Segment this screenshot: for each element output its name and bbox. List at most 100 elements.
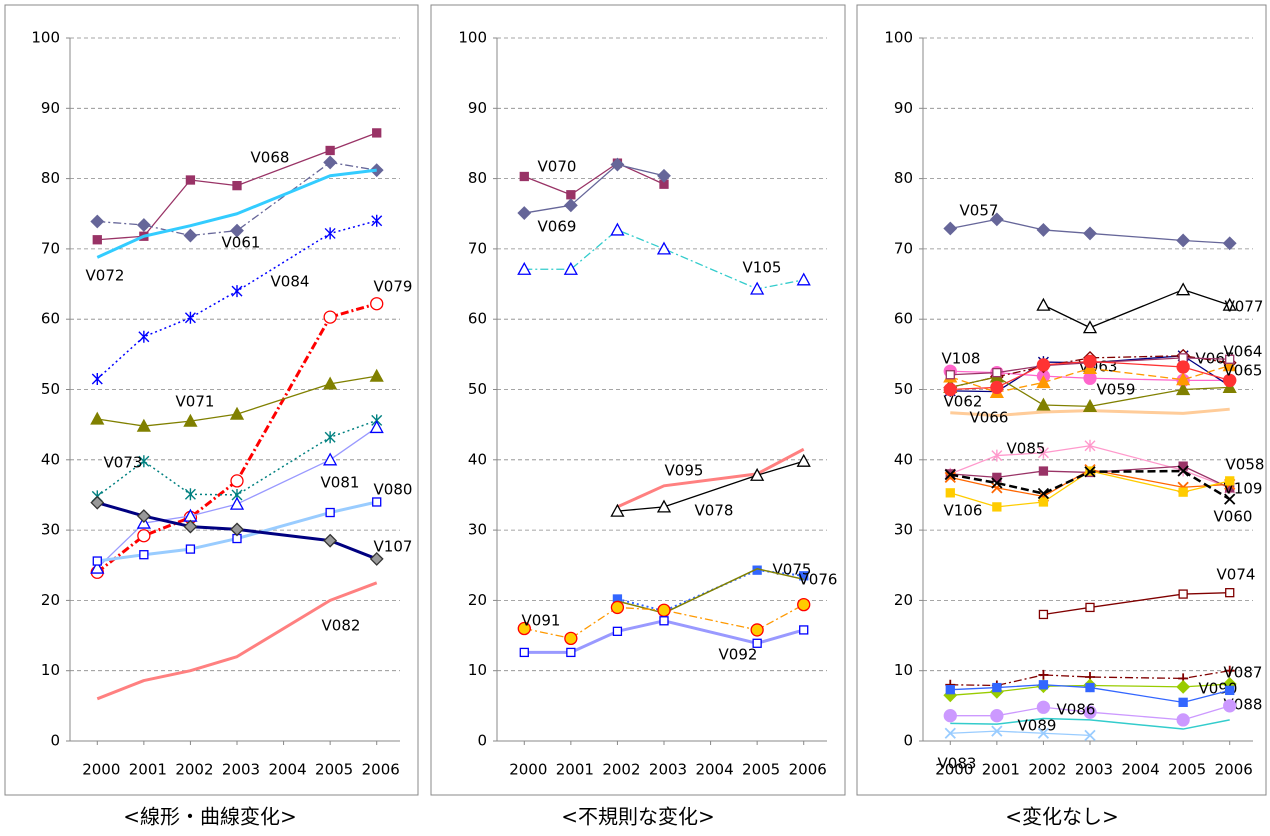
- y-tick-label: 20: [468, 591, 487, 609]
- marker: [944, 468, 956, 481]
- marker: [1228, 407, 1232, 411]
- y-tick-label: 90: [41, 99, 60, 117]
- marker: [1222, 358, 1237, 372]
- x-tick-label: 2003: [1075, 761, 1113, 779]
- marker: [662, 484, 666, 488]
- marker: [755, 567, 759, 571]
- marker: [139, 550, 149, 560]
- marker: [564, 631, 578, 646]
- y-tick-label: 30: [41, 521, 60, 539]
- series-line: [96, 426, 378, 569]
- marker: [992, 472, 1002, 483]
- series-label: V065: [1224, 362, 1263, 380]
- marker: [230, 474, 244, 488]
- panel-title: <不規則な変化>: [561, 805, 715, 829]
- marker: [323, 533, 338, 548]
- marker: [325, 507, 335, 518]
- series-label: V108: [942, 350, 981, 368]
- panel-frame: [856, 4, 1267, 796]
- marker: [752, 638, 762, 648]
- marker: [948, 411, 952, 415]
- series-label: V079: [374, 278, 413, 296]
- marker: [372, 497, 382, 507]
- series-line: [96, 501, 378, 561]
- series-line: [950, 684, 1230, 703]
- marker: [1222, 297, 1237, 311]
- series-line: [950, 218, 1230, 244]
- marker: [656, 499, 672, 513]
- marker: [1085, 682, 1095, 693]
- marker: [1225, 476, 1235, 486]
- marker: [90, 411, 105, 425]
- marker: [799, 625, 809, 635]
- marker: [799, 571, 809, 581]
- marker: [91, 372, 103, 385]
- marker: [323, 310, 337, 324]
- marker: [328, 598, 332, 602]
- y-tick-label: 80: [894, 169, 913, 187]
- marker: [991, 449, 1003, 462]
- marker: [142, 234, 146, 238]
- y-tick-label: 40: [468, 450, 487, 468]
- series-line: [96, 581, 378, 701]
- panel-title: <変化なし>: [1005, 805, 1119, 829]
- series-line: [950, 469, 1231, 501]
- series-label: V092: [719, 646, 758, 664]
- marker: [1176, 382, 1191, 396]
- marker: [657, 168, 671, 183]
- series-line: [96, 168, 377, 259]
- x-tick-label: 2001: [982, 761, 1020, 779]
- marker: [235, 655, 239, 659]
- y-tick-label: 80: [468, 169, 487, 187]
- x-tick-label: 2000: [935, 761, 973, 779]
- x-tick-label: 2005: [742, 761, 780, 779]
- marker: [517, 621, 531, 636]
- marker: [1036, 222, 1051, 237]
- marker: [1082, 320, 1098, 334]
- marker: [750, 281, 765, 295]
- series-line: [97, 375, 377, 427]
- series-line: [950, 376, 1230, 408]
- marker: [992, 682, 1002, 693]
- series-label: V058: [1226, 456, 1265, 474]
- series-label: V062: [944, 393, 983, 411]
- y-tick-label: 70: [894, 239, 913, 257]
- marker: [369, 552, 384, 566]
- marker: [944, 727, 956, 739]
- series-label: V068: [251, 149, 290, 167]
- series-line: [950, 465, 1230, 489]
- marker: [802, 447, 806, 451]
- marker: [995, 722, 999, 726]
- y-tick-label: 70: [468, 239, 487, 257]
- marker: [1038, 609, 1049, 620]
- marker: [136, 418, 151, 432]
- marker: [991, 477, 1003, 489]
- series-label: V070: [538, 158, 577, 176]
- series-label: V073: [104, 454, 143, 472]
- marker: [1037, 727, 1050, 739]
- marker: [1082, 399, 1098, 413]
- marker: [943, 709, 957, 723]
- marker: [563, 198, 578, 213]
- x-tick-label: 2004: [695, 761, 733, 779]
- x-tick-label: 2002: [1028, 761, 1066, 779]
- marker: [185, 175, 196, 185]
- series-line: [617, 568, 804, 614]
- series-line: [950, 445, 1230, 489]
- marker: [1176, 679, 1191, 694]
- series-line: [97, 500, 378, 563]
- series-label: V084: [271, 273, 310, 291]
- y-tick-label: 100: [31, 29, 60, 47]
- marker: [324, 227, 336, 240]
- series-label: V106: [944, 502, 983, 520]
- y-tick-label: 50: [41, 380, 60, 398]
- marker: [991, 725, 1003, 737]
- marker: [136, 509, 151, 523]
- marker: [92, 235, 102, 245]
- series-label: V077: [1225, 298, 1264, 316]
- series-label: V078: [695, 502, 734, 520]
- x-tick-label: 2006: [789, 761, 827, 779]
- marker: [229, 496, 245, 510]
- marker: [610, 503, 625, 517]
- marker: [1083, 354, 1097, 369]
